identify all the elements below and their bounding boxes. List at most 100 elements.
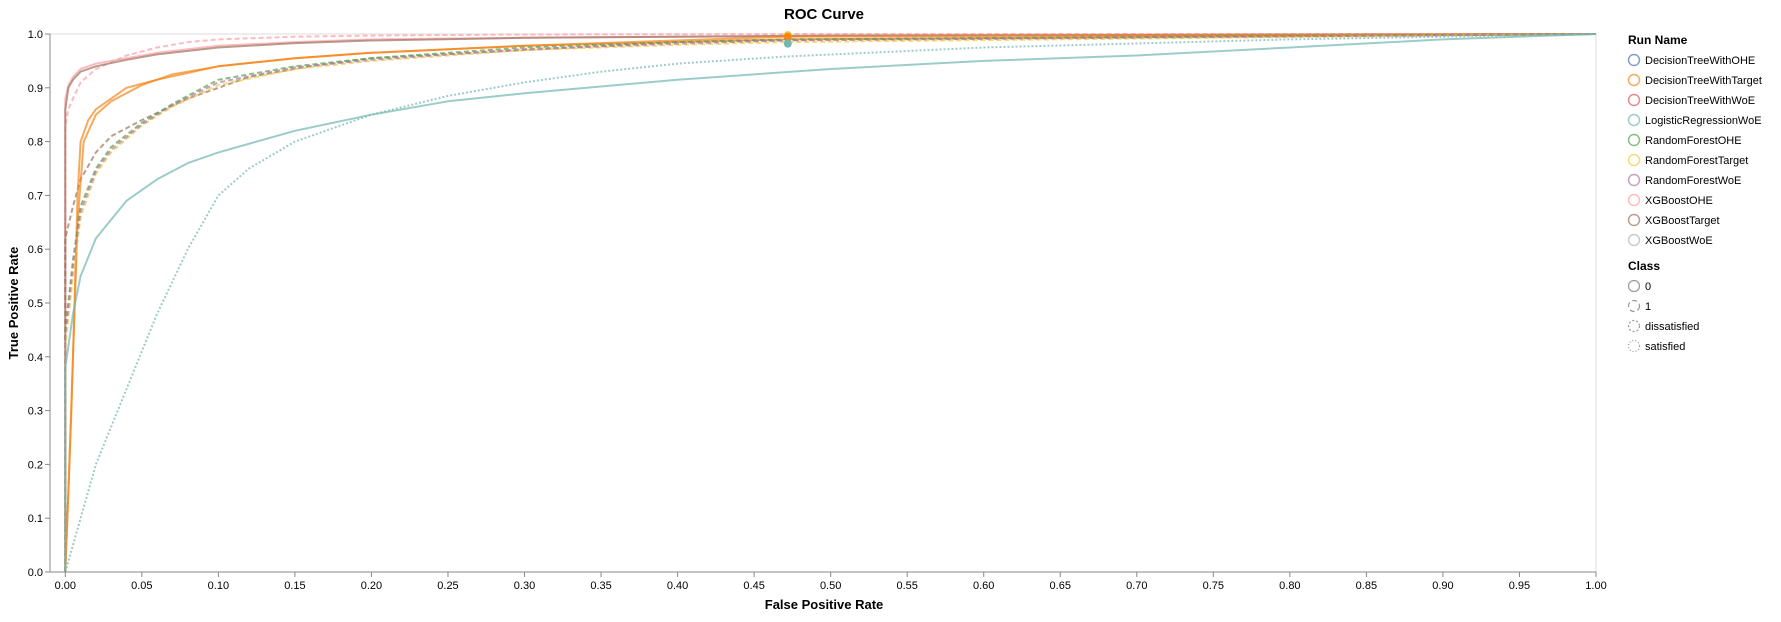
x-tick-label: 0.35 bbox=[590, 580, 611, 592]
roc-line-xgboostohe-class-0[interactable] bbox=[64, 33, 1597, 572]
legend-label: RandomForestWoE bbox=[1645, 175, 1741, 187]
legend-label: DecisionTreeWithTarget bbox=[1645, 75, 1762, 87]
y-tick-label: 0.0 bbox=[28, 567, 43, 579]
legend-label: RandomForestOHE bbox=[1645, 135, 1742, 147]
x-axis: 0.00 0.05 0.10 0.15 0.20 0.25 0.30 0.35 0.40 0.45… bbox=[50, 571, 1607, 592]
legend-item-decisiontreewithtarget[interactable]: DecisionTreeWithTarget bbox=[1627, 73, 1762, 88]
marker-layer bbox=[783, 31, 792, 48]
legend-label: XGBoostOHE bbox=[1645, 195, 1713, 207]
legend-swatch bbox=[1627, 153, 1641, 167]
x-tick-label: 0.60 bbox=[973, 580, 994, 592]
legend-class-swatch bbox=[1627, 339, 1641, 353]
roc-point-logisticregressionwoe[interactable] bbox=[783, 39, 792, 48]
legend-item-xgboostwoe[interactable]: XGBoostWoE bbox=[1627, 233, 1713, 248]
y-tick-label: 1.0 bbox=[28, 29, 43, 41]
y-tick-label: 0.5 bbox=[28, 298, 43, 310]
y-tick-label: 0.1 bbox=[28, 513, 43, 525]
roc-line-decisiontreewithtarget-class-1[interactable] bbox=[64, 33, 1597, 573]
roc-line-xgboostohe-class-1[interactable] bbox=[64, 33, 1596, 572]
legend-swatch bbox=[1627, 53, 1641, 67]
x-tick-label: 0.15 bbox=[284, 580, 305, 592]
legend-run-title: Run Name bbox=[1628, 33, 1688, 47]
y-tick-label: 0.6 bbox=[28, 244, 43, 256]
y-axis-title: True Positive Rate bbox=[6, 247, 21, 360]
x-tick-label: 0.65 bbox=[1050, 580, 1071, 592]
legend-label: DecisionTreeWithWoE bbox=[1645, 95, 1755, 107]
x-tick-label: 0.50 bbox=[820, 580, 841, 592]
chart-title: ROC Curve bbox=[784, 6, 864, 23]
legend-item-randomforesttarget[interactable]: RandomForestTarget bbox=[1627, 153, 1749, 168]
legend-class-label: dissatisfied bbox=[1645, 321, 1699, 333]
y-tick-label: 0.9 bbox=[28, 83, 43, 95]
legend-swatch bbox=[1627, 93, 1641, 107]
roc-line-xgboosttarget-class-0[interactable] bbox=[64, 33, 1597, 572]
legend-item-xgboosttarget[interactable]: XGBoostTarget bbox=[1627, 213, 1720, 228]
plot-frame bbox=[49, 33, 1597, 573]
x-tick-label: 0.55 bbox=[896, 580, 917, 592]
roc-line-randomforestohe-class-1[interactable] bbox=[64, 33, 1597, 572]
legend-item-decisiontreewithohe[interactable]: DecisionTreeWithOHE bbox=[1627, 53, 1756, 68]
roc-line-logisticregressionwoe-class-0[interactable] bbox=[64, 33, 1597, 572]
x-tick-label: 0.75 bbox=[1203, 580, 1224, 592]
legend-class-title: Class bbox=[1628, 259, 1660, 273]
x-tick-label: 0.25 bbox=[437, 580, 458, 592]
x-tick-label: 0.00 bbox=[55, 580, 76, 592]
legend-label: LogisticRegressionWoE bbox=[1645, 115, 1762, 127]
legend-label: DecisionTreeWithOHE bbox=[1645, 55, 1755, 67]
legend-swatch bbox=[1627, 113, 1641, 127]
legend-item-logisticregressionwoe[interactable]: LogisticRegressionWoE bbox=[1627, 113, 1762, 128]
series-layer bbox=[64, 33, 1597, 573]
y-tick-label: 0.7 bbox=[28, 190, 43, 202]
x-tick-label: 0.90 bbox=[1432, 580, 1453, 592]
x-tick-label: 0.80 bbox=[1279, 580, 1300, 592]
x-tick-label: 0.40 bbox=[667, 580, 688, 592]
legend-class-label: satisfied bbox=[1645, 341, 1685, 353]
legend-class-swatch bbox=[1627, 319, 1641, 333]
legend-swatch bbox=[1627, 133, 1641, 147]
legend-class-swatch bbox=[1627, 279, 1641, 293]
x-tick-label: 0.20 bbox=[361, 580, 382, 592]
x-tick-label: 0.45 bbox=[743, 580, 764, 592]
legend-swatch bbox=[1627, 193, 1641, 207]
legend-class-item-1[interactable]: 1 bbox=[1627, 299, 1652, 314]
x-tick-label: 0.95 bbox=[1509, 580, 1530, 592]
legend-label: RandomForestTarget bbox=[1645, 155, 1748, 167]
y-tick-label: 0.3 bbox=[28, 406, 43, 418]
roc-line-logisticregressionwoe-class-1[interactable] bbox=[64, 33, 1597, 573]
y-tick-label: 0.8 bbox=[28, 137, 43, 149]
roc-line-randomforestwoe-class-1[interactable] bbox=[64, 33, 1597, 572]
legend-class-item-satisfied[interactable]: satisfied bbox=[1627, 339, 1686, 354]
roc-line-xgboosttarget-class-1[interactable] bbox=[64, 33, 1597, 572]
legend-swatch bbox=[1627, 233, 1641, 247]
legend-item-randomforestohe[interactable]: RandomForestOHE bbox=[1627, 133, 1742, 148]
legend-label: XGBoostWoE bbox=[1645, 235, 1713, 247]
legend-item-xgboostohe[interactable]: XGBoostOHE bbox=[1627, 193, 1713, 208]
legend-class-item-0[interactable]: 0 bbox=[1627, 279, 1652, 294]
legend-class: Class 0 1 dissatisfied satisfied bbox=[1627, 259, 1700, 354]
roc-line-decisiontreewithtarget-class-0[interactable] bbox=[64, 33, 1597, 573]
x-tick-label: 0.10 bbox=[208, 580, 229, 592]
x-tick-label: 0.30 bbox=[514, 580, 535, 592]
roc-line-randomforesttarget-class-1[interactable] bbox=[64, 33, 1597, 572]
legend-run-name: Run Name DecisionTreeWithOHE DecisionTreeW… bbox=[1627, 33, 1762, 248]
x-tick-label: 0.70 bbox=[1126, 580, 1147, 592]
legend-swatch bbox=[1627, 173, 1641, 187]
legend-item-randomforestwoe[interactable]: RandomForestWoE bbox=[1627, 173, 1742, 188]
legend-swatch bbox=[1627, 73, 1641, 87]
x-tick-label: 0.85 bbox=[1356, 580, 1377, 592]
legend-class-label: 1 bbox=[1645, 301, 1651, 313]
y-tick-label: 0.4 bbox=[28, 352, 43, 364]
legend-swatch bbox=[1627, 213, 1641, 227]
x-tick-label: 0.05 bbox=[131, 580, 152, 592]
y-axis: 0.0 0.1 0.2 0.3 0.4 0.5 0.6 0.7 0.8 0.9 1.0 bbox=[28, 29, 51, 579]
roc-point-decisiontreewithtarget[interactable] bbox=[783, 32, 792, 41]
legend-class-swatch bbox=[1627, 299, 1641, 313]
legend-label: XGBoostTarget bbox=[1645, 215, 1720, 227]
legend-class-item-dissatisfied[interactable]: dissatisfied bbox=[1627, 319, 1700, 334]
x-axis-title: False Positive Rate bbox=[765, 597, 884, 612]
legend-class-label: 0 bbox=[1645, 281, 1651, 293]
legend-item-decisiontreewithwoe[interactable]: DecisionTreeWithWoE bbox=[1627, 93, 1756, 108]
y-tick-label: 0.2 bbox=[28, 459, 43, 471]
